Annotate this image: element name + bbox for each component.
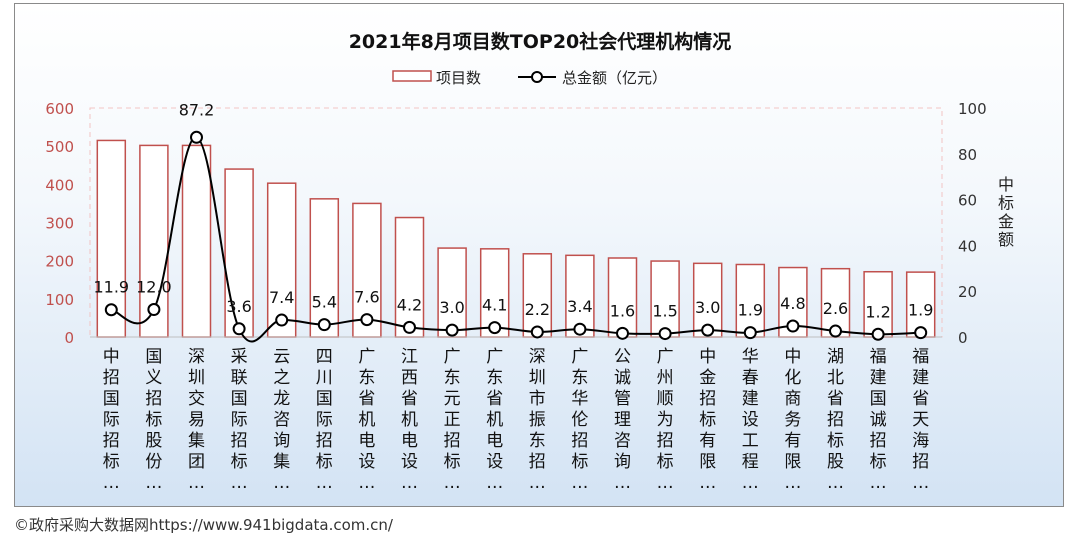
line-point xyxy=(190,130,203,144)
x-tick-label: 采联国际招标… xyxy=(231,347,248,493)
x-tick-label: 广东省机电设… xyxy=(358,347,375,493)
line-point xyxy=(701,323,715,337)
line-point xyxy=(445,323,459,337)
x-tick-label: 江西省机电设… xyxy=(401,347,418,493)
data-label: 3.4 xyxy=(567,297,592,316)
x-tick-label: 广州顺为招标… xyxy=(657,347,674,493)
line-point xyxy=(317,318,331,332)
bar xyxy=(266,182,297,338)
y-left-tick-label: 200 xyxy=(45,253,74,271)
bar xyxy=(181,144,212,338)
x-tick-label: 广东华伦招标… xyxy=(571,347,588,493)
data-label: 1.6 xyxy=(610,301,635,320)
data-label: 3.0 xyxy=(439,298,464,317)
bar xyxy=(863,270,893,338)
data-label: 11.9 xyxy=(93,278,129,297)
x-tick-label: 深圳市振东招… xyxy=(529,347,546,493)
bar xyxy=(309,198,340,338)
x-tick-label: 华春建设工程… xyxy=(742,347,759,493)
y-left-tick-label: 300 xyxy=(45,215,74,233)
y-right-tick-label: 0 xyxy=(958,329,968,347)
y-left-tick-label: 600 xyxy=(45,100,74,118)
data-label: 4.1 xyxy=(482,296,507,315)
data-label: 87.2 xyxy=(179,100,215,119)
y-right-tick-label: 60 xyxy=(958,192,977,210)
y-left-tick-label: 0 xyxy=(64,329,74,347)
legend-line-marker xyxy=(531,71,543,83)
line-point xyxy=(488,321,502,335)
series-line xyxy=(111,136,921,343)
y-left-tick-label: 500 xyxy=(45,138,74,156)
y-left-tick-label: 100 xyxy=(45,291,74,309)
line-point xyxy=(275,313,289,327)
x-tick-label: 广东省机电设… xyxy=(486,347,503,493)
bar xyxy=(394,216,425,338)
source-footer: ©政府采购大数据网https://www.941bigdata.com.cn/ xyxy=(14,516,393,534)
legend-bar-label: 项目数 xyxy=(436,69,481,87)
data-label: 1.9 xyxy=(908,301,933,320)
x-tick-label: 中金招标有限… xyxy=(699,347,716,493)
x-tick-label: 福建国诚招标… xyxy=(870,347,887,493)
data-label: 1.2 xyxy=(865,302,890,321)
line-point xyxy=(403,320,416,334)
x-tick-label: 四川国际招标… xyxy=(316,347,333,493)
bar xyxy=(224,168,254,338)
data-label: 1.5 xyxy=(652,302,677,321)
x-tick-label: 国义招标股份… xyxy=(145,347,162,493)
x-tick-label: 湖北省招标股… xyxy=(827,347,844,493)
bar xyxy=(522,253,553,338)
x-tick-label: 福建省天海招… xyxy=(912,347,929,493)
data-label: 5.4 xyxy=(312,293,337,312)
y-right-tick-label: 80 xyxy=(958,146,977,164)
bar xyxy=(735,263,766,338)
line-point xyxy=(232,322,246,336)
x-tick-label: 中化商务有限… xyxy=(784,347,801,493)
line-point xyxy=(743,326,757,340)
y-right-tick-label: 20 xyxy=(958,283,977,301)
data-label: 3.6 xyxy=(226,297,251,316)
data-label: 7.4 xyxy=(269,288,294,307)
line-point xyxy=(914,326,928,340)
x-tick-label: 广东元正招标… xyxy=(444,347,461,493)
data-label: 2.6 xyxy=(823,299,848,318)
x-tick-label: 云之龙咨询集… xyxy=(273,347,290,493)
line-point xyxy=(786,319,800,333)
bar xyxy=(607,257,638,338)
legend-bar-swatch xyxy=(392,70,432,82)
line-point xyxy=(530,325,544,339)
x-tick-label: 深圳交易集团… xyxy=(188,347,205,493)
x-tick-label: 公诚管理咨询… xyxy=(614,347,631,493)
legend-line-label: 总金额（亿元） xyxy=(562,69,667,87)
data-label: 4.2 xyxy=(397,295,422,314)
line-point xyxy=(360,313,374,327)
y-right-tick-label: 100 xyxy=(958,100,987,118)
bar xyxy=(437,247,467,338)
y-left-tick-label: 400 xyxy=(45,176,74,194)
line-point xyxy=(871,327,885,341)
data-label: 12.0 xyxy=(136,278,172,297)
line-point xyxy=(147,303,161,317)
bar xyxy=(650,260,680,338)
chart-title: 2021年8月项目数TOP20社会代理机构情况 xyxy=(349,30,732,53)
data-label: 1.9 xyxy=(738,301,763,320)
line-point xyxy=(573,322,587,336)
data-label: 7.6 xyxy=(354,288,379,307)
y-right-tick-label: 40 xyxy=(958,237,977,255)
data-label: 2.2 xyxy=(525,300,550,319)
data-label: 3.0 xyxy=(695,298,720,317)
line-point xyxy=(104,303,118,317)
line-point xyxy=(616,326,629,340)
y-right-axis-title: 中标金额 xyxy=(998,175,1014,249)
x-tick-label: 中招国际招标… xyxy=(103,347,120,493)
line-point xyxy=(829,324,842,338)
data-label: 4.8 xyxy=(780,294,805,313)
line-point xyxy=(658,327,672,341)
